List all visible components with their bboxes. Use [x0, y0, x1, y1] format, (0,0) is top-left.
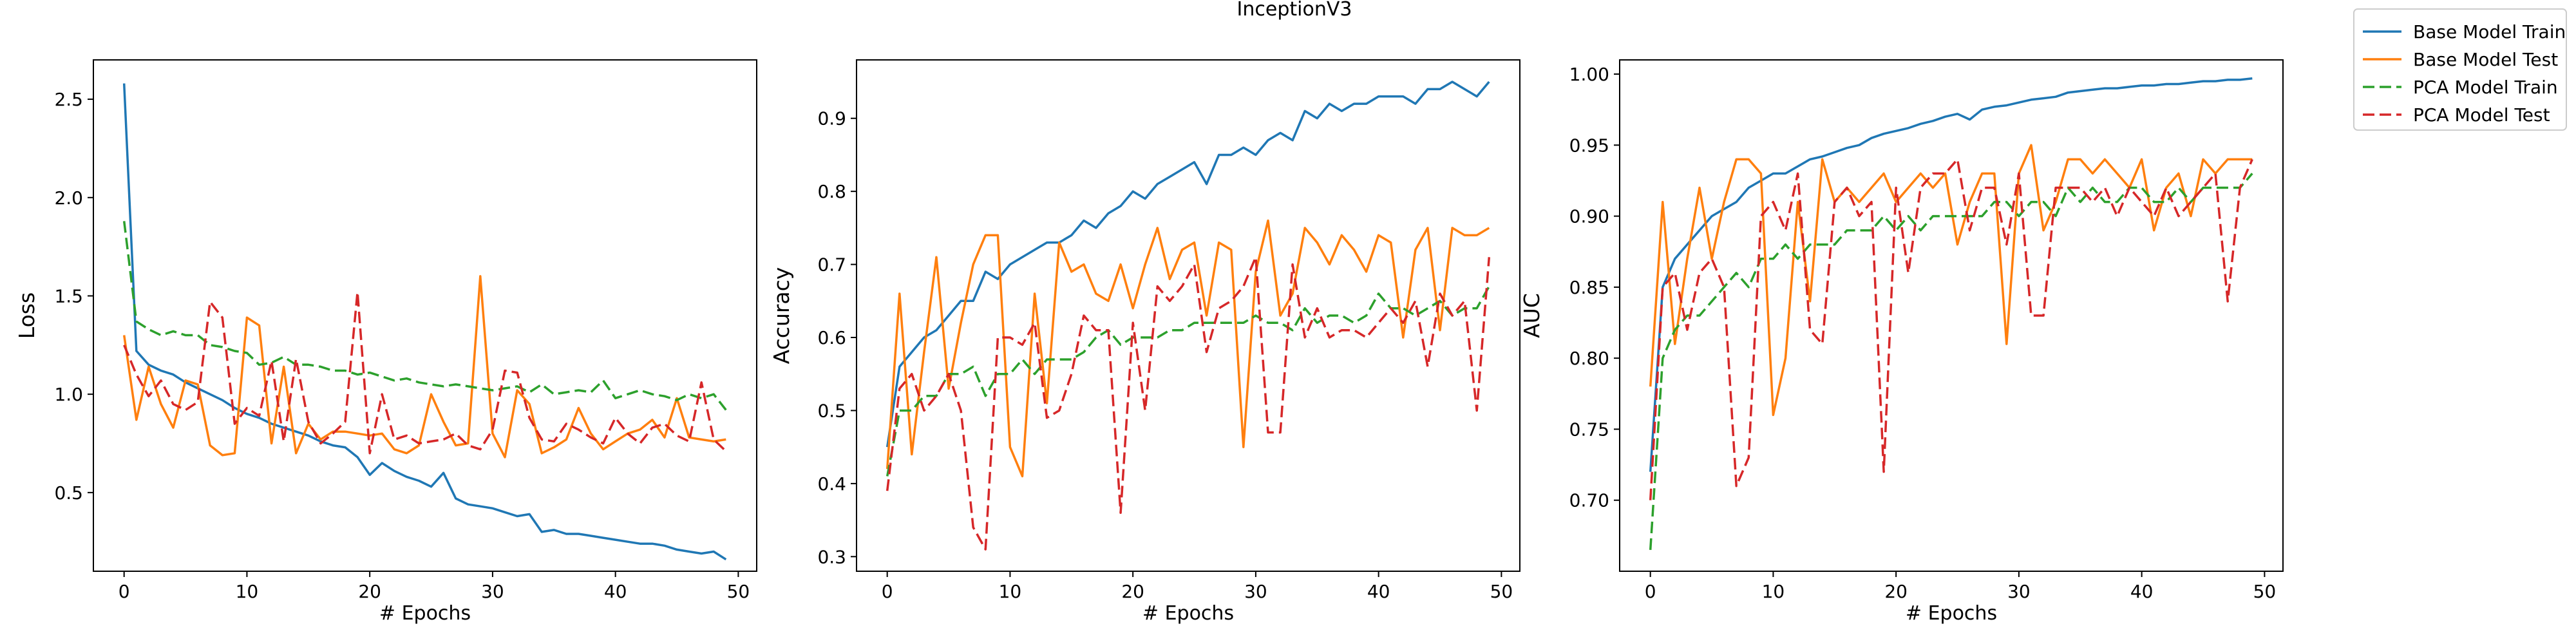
- x-tick-label: 10: [1762, 581, 1785, 602]
- y-tick-label: 0.6: [817, 327, 846, 348]
- x-axis-label: # Epochs: [1142, 602, 1234, 625]
- y-axis-label: Accuracy: [769, 267, 794, 365]
- figure-title: InceptionV3: [1237, 0, 1352, 21]
- x-tick-label: 40: [604, 581, 627, 602]
- chart-panel-loss: 0 10 20 30 40 50 0.5 1.0 1.5 2.0 2.5 # Epochs Loss: [14, 59, 757, 625]
- x-tick-label: 40: [2130, 581, 2154, 602]
- plot-frame: [856, 59, 1520, 572]
- x-tick-label: 40: [1367, 581, 1390, 602]
- plot-frame: [93, 59, 757, 572]
- y-tick-label: 0.75: [1569, 419, 1609, 440]
- y-tick-label: 1.0: [54, 384, 83, 405]
- series-line-base-model-test: [886, 219, 1490, 478]
- series-line-base-model-train: [886, 80, 1490, 448]
- series-group: [1649, 77, 2253, 551]
- y-tick-label: 0.7: [817, 254, 846, 276]
- chart-panels: 0 10 20 30 40 50 0.5 1.0 1.5 2.0 2.5 # Epochs Loss 0 1…: [14, 59, 2284, 625]
- x-axis-label: # Epochs: [379, 602, 471, 625]
- y-tick-label: 0.85: [1569, 277, 1609, 298]
- series-line-pca-model-train: [1649, 173, 2253, 551]
- x-tick-label: 30: [2007, 581, 2031, 602]
- x-tick-label: 10: [236, 581, 259, 602]
- y-tick-label: 0.70: [1569, 490, 1609, 511]
- legend-label: PCA Model Train: [2413, 77, 2558, 98]
- series-line-pca-model-train: [122, 221, 727, 411]
- y-tick-label: 0.5: [54, 482, 83, 504]
- x-tick-label: 30: [1244, 581, 1267, 602]
- x-tick-label: 0: [118, 581, 130, 602]
- series-line-pca-model-test: [1649, 158, 2253, 500]
- legend-label: Base Model Train: [2413, 21, 2566, 43]
- series-line-base-model-test: [1649, 144, 2253, 417]
- x-axis-label: # Epochs: [1906, 602, 1997, 625]
- legend-label: PCA Model Test: [2413, 104, 2550, 126]
- series-line-base-model-test: [122, 275, 726, 459]
- y-tick-label: 0.9: [817, 108, 846, 129]
- series-line-base-model-train: [122, 83, 727, 561]
- series-group: [122, 83, 727, 561]
- y-tick-label: 1.00: [1569, 64, 1609, 85]
- y-tick-label: 0.90: [1569, 206, 1609, 227]
- plot-frame: [1619, 59, 2284, 572]
- x-tick-label: 20: [1884, 581, 1908, 602]
- y-tick-label: 0.80: [1569, 348, 1609, 369]
- x-tick-label: 0: [882, 581, 893, 602]
- x-tick-label: 50: [2253, 581, 2277, 602]
- series-line-pca-model-test: [123, 290, 727, 455]
- x-tick-label: 20: [1121, 581, 1144, 602]
- y-tick-label: 0.3: [817, 546, 846, 567]
- legend-label: Base Model Test: [2413, 49, 2558, 70]
- chart-panel-auc: 0 10 20 30 40 50 0.70 0.75 0.80 0.85 0.90 0.95 1.00 #…: [1519, 59, 2284, 625]
- x-tick-label: 50: [1490, 581, 1513, 602]
- series-line-base-model-train: [1649, 77, 2253, 472]
- y-tick-label: 1.5: [54, 285, 83, 307]
- y-tick-label: 0.95: [1569, 135, 1609, 156]
- y-tick-label: 0.5: [817, 400, 846, 421]
- y-axis-label: AUC: [1519, 293, 1544, 338]
- y-tick-label: 0.4: [817, 473, 846, 495]
- legend: Base Model Train Base Model Test PCA Model…: [2353, 8, 2567, 131]
- legend-box: [2353, 8, 2567, 131]
- series-line-pca-model-test: [886, 256, 1491, 551]
- x-tick-label: 30: [481, 581, 504, 602]
- x-tick-label: 20: [358, 581, 381, 602]
- series-line-pca-model-train: [886, 285, 1490, 477]
- x-tick-label: 10: [999, 581, 1022, 602]
- series-group: [886, 80, 1491, 551]
- y-axis-label: Loss: [14, 292, 39, 339]
- x-tick-label: 0: [1645, 581, 1656, 602]
- y-tick-label: 2.5: [54, 89, 83, 110]
- y-tick-label: 2.0: [54, 187, 83, 209]
- chart-panel-accuracy: 0 10 20 30 40 50 0.3 0.4 0.5 0.6 0.7 0.8 0.9 # Epochs…: [769, 59, 1520, 625]
- x-tick-label: 50: [727, 581, 750, 602]
- y-tick-label: 0.8: [817, 181, 846, 202]
